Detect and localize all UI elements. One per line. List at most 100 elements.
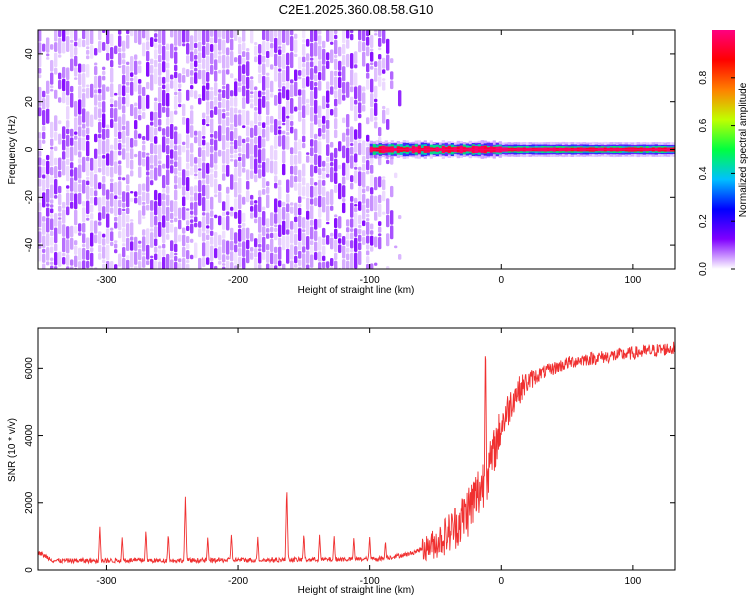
spectrogram-cell	[270, 115, 274, 124]
spectrogram-cell	[294, 53, 298, 57]
spectrogram-cell	[66, 120, 70, 128]
spectrogram-cell	[378, 60, 382, 76]
spectrogram-cell	[230, 123, 234, 131]
spectrogram-cell	[286, 52, 290, 66]
spectrogram-cell	[282, 83, 286, 86]
spectrogram-cell	[58, 212, 62, 217]
spectrogram-cell	[142, 229, 146, 236]
spectrogram-cell	[378, 127, 382, 137]
spectrogram-cell	[242, 42, 246, 51]
spectrogram-cell	[114, 45, 118, 55]
spectrogram-cell	[266, 126, 270, 142]
spectrogram-cell	[334, 214, 338, 218]
spectrogram-cell	[326, 90, 330, 103]
spectrogram-cell	[166, 234, 170, 240]
spectrogram-cell	[262, 75, 266, 91]
spectrogram-cell	[102, 246, 106, 259]
spectrogram-cell	[150, 37, 154, 47]
spectrogram-cell	[362, 92, 366, 105]
spectrogram-cell	[370, 108, 374, 122]
spectrogram-cell	[330, 109, 334, 116]
spectrogram-cell	[38, 30, 42, 42]
spectrogram-cell	[230, 206, 234, 211]
spectrogram-cell	[82, 222, 86, 233]
spectrogram-cell	[386, 159, 390, 165]
spectrogram-cell	[70, 39, 74, 43]
spectrogram-cell	[350, 175, 354, 183]
spectrogram-cell	[38, 67, 42, 74]
spectrogram-cell	[286, 179, 290, 193]
spectrogram-cell	[234, 127, 238, 140]
spectrogram-cell	[158, 86, 162, 103]
colorbar-tick-label: 0.8	[698, 70, 709, 84]
spectrogram-cell	[38, 157, 42, 166]
spectrogram-cell	[146, 41, 150, 51]
spectrogram-cell	[382, 179, 386, 191]
spectrogram-cell	[342, 54, 346, 66]
spectrogram-cell	[282, 135, 286, 150]
spectrogram-cell	[82, 156, 86, 173]
spectrogram-cell	[226, 47, 230, 56]
spectrogram-cell	[134, 107, 138, 120]
spectrogram-cell	[246, 126, 250, 137]
spectrogram-cell	[218, 149, 222, 157]
spectrogram-cell	[114, 216, 118, 222]
spectrogram-cell	[258, 121, 262, 127]
spectrogram-cell	[74, 135, 78, 140]
spectrogram-cell	[162, 215, 166, 228]
spectrogram-cell	[354, 237, 358, 252]
spectrogram-cell	[322, 238, 326, 246]
spectrogram-cell	[234, 232, 238, 244]
spectrogram-cell	[74, 41, 78, 47]
spectrogram-cell	[50, 60, 54, 72]
spectrogram-cell	[262, 30, 266, 41]
spectrogram-cell	[38, 178, 42, 187]
spectrogram-cell	[278, 200, 282, 208]
spectrogram-cell	[286, 30, 290, 46]
spectrogram-cell	[226, 164, 230, 177]
spectrogram-cell	[174, 126, 178, 131]
spectrogram-cell	[146, 50, 150, 62]
spectrogram-cell	[238, 209, 242, 225]
spectrogram-cell	[126, 174, 130, 185]
spectrogram-cell	[302, 142, 306, 149]
spectrogram-cell	[178, 171, 182, 177]
spectrogram-cell	[302, 77, 306, 89]
spectrogram-cell	[362, 140, 366, 156]
spectrogram-cell	[230, 73, 234, 79]
spectrogram-cell	[102, 206, 106, 219]
spectrogram-cell	[346, 164, 350, 181]
spectrogram-cell	[386, 233, 390, 247]
spectrogram-cell	[150, 258, 154, 269]
spectrogram-cell	[222, 85, 226, 90]
spectrogram-cell	[270, 226, 274, 233]
spectrogram-cell	[218, 93, 222, 102]
spectrogram-cell	[182, 246, 186, 258]
spectrogram-cell	[42, 125, 46, 132]
spectrogram-cell	[118, 116, 122, 131]
spectrogram-cell	[374, 116, 378, 121]
spectrogram-cell	[330, 162, 334, 167]
spectrogram-cell	[110, 231, 114, 242]
spectrogram-cell	[154, 253, 158, 261]
spectrogram-cell	[222, 54, 226, 69]
spectrogram-cell	[270, 80, 274, 93]
spectrogram-cell	[294, 222, 298, 234]
spectrogram-cell	[50, 246, 54, 254]
spectrogram-cell	[94, 220, 98, 234]
spectrogram-cell	[142, 96, 146, 112]
spectrogram-cell	[274, 213, 278, 224]
spectrogram-cell	[242, 153, 246, 168]
spectrogram-cell	[338, 71, 342, 77]
spectrogram-cell	[138, 114, 142, 121]
spectrogram-cell	[358, 142, 362, 156]
spectrogram-cell	[190, 196, 194, 202]
spectrogram-cell	[378, 203, 382, 217]
spectrogram-cell	[398, 254, 402, 260]
spectrogram-cell	[162, 175, 166, 189]
spectrogram-cell	[274, 149, 278, 161]
spectrogram-cell	[294, 233, 298, 246]
spectrogram-cell	[350, 143, 354, 146]
spectrogram-cell	[326, 108, 330, 120]
spectrogram-cell	[334, 118, 338, 130]
